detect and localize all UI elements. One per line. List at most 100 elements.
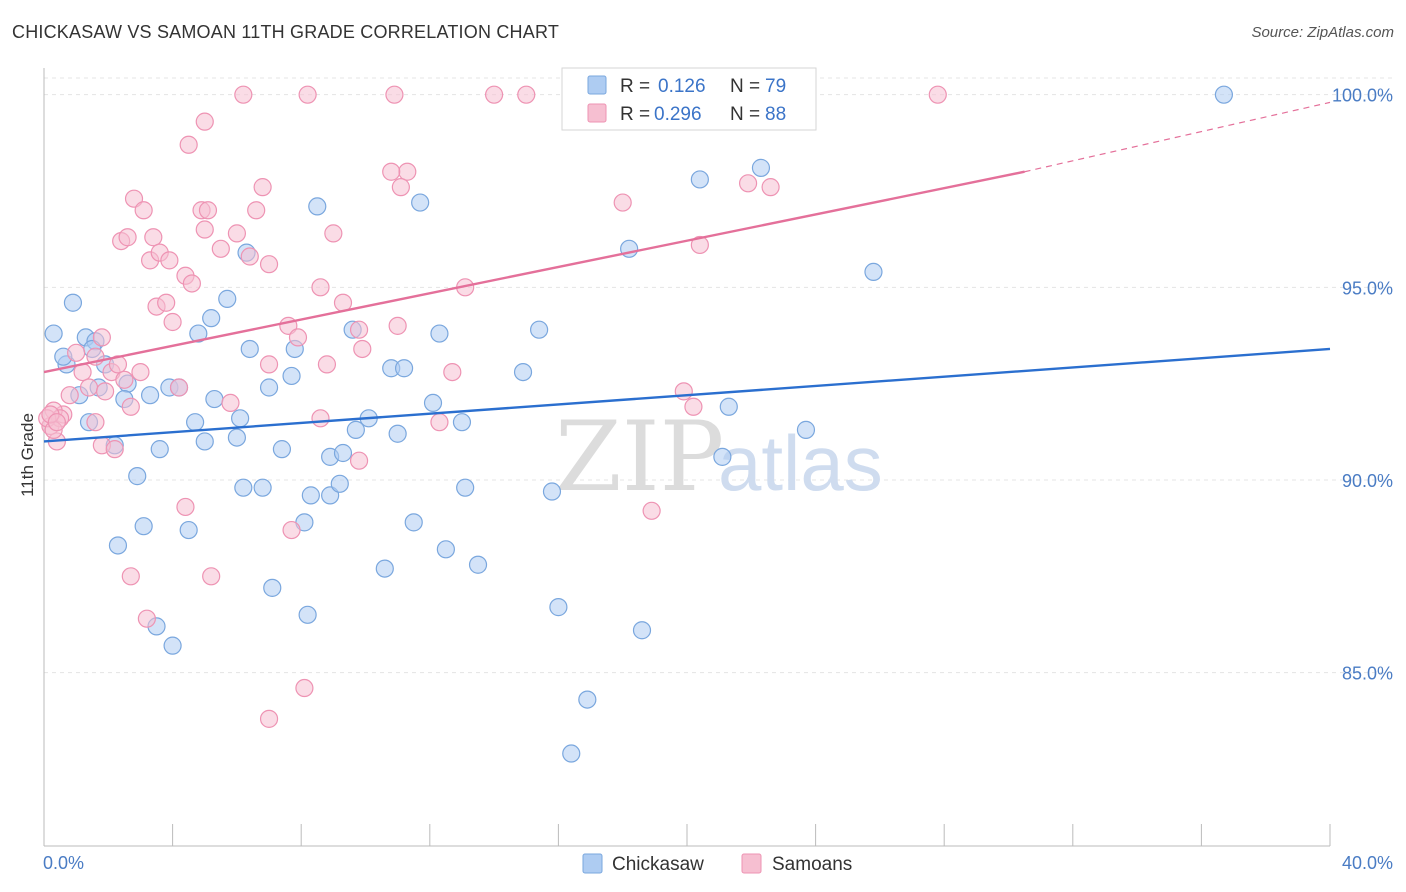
samoans-point bbox=[311, 409, 330, 428]
axes bbox=[43, 68, 1331, 847]
chickasaw-trend-line bbox=[43, 347, 1331, 443]
samoans-point bbox=[234, 85, 253, 104]
legend-n-label-chickasaw: N = bbox=[730, 76, 760, 97]
chickasaw-point bbox=[562, 744, 581, 763]
bottom-legend-label-samoans: Samoans bbox=[772, 854, 852, 875]
chickasaw-point bbox=[713, 447, 732, 466]
chickasaw-point bbox=[44, 324, 63, 343]
samoans-point bbox=[79, 378, 99, 397]
samoans-point bbox=[385, 85, 404, 104]
chickasaw-point bbox=[375, 559, 394, 578]
chickasaw-point bbox=[202, 309, 221, 328]
source-label: Source: ZipAtlas.com bbox=[1251, 24, 1394, 41]
chickasaw-point bbox=[227, 428, 246, 447]
chickasaw-point bbox=[179, 520, 198, 540]
chickasaw-point bbox=[218, 289, 237, 308]
chickasaw-point bbox=[346, 420, 365, 439]
chickasaw-point bbox=[549, 598, 568, 617]
chickasaw-point bbox=[195, 432, 214, 451]
samoans-point bbox=[443, 362, 462, 382]
chart-title: CHICKASAW VS SAMOAN 11TH GRADE CORRELATI… bbox=[12, 22, 560, 42]
y-tick-label: 90.0% bbox=[1342, 471, 1393, 491]
samoans-point bbox=[295, 678, 314, 698]
chickasaw-point bbox=[330, 474, 349, 493]
legend-r-label-chickasaw: R = bbox=[620, 76, 650, 97]
samoans-point bbox=[282, 520, 301, 540]
y-tick-label: 85.0% bbox=[1342, 664, 1393, 684]
chickasaw-point bbox=[796, 420, 816, 439]
samoans-point bbox=[382, 162, 401, 181]
samoans-point bbox=[121, 397, 140, 416]
samoans-point bbox=[67, 343, 86, 362]
samoans-point bbox=[391, 178, 410, 197]
chickasaw-point bbox=[456, 478, 475, 497]
chickasaw-point bbox=[205, 389, 224, 409]
watermark-zip: ZIP bbox=[555, 401, 724, 513]
samoans-point bbox=[253, 178, 272, 197]
samoans-point bbox=[259, 709, 279, 728]
chickasaw-point bbox=[394, 359, 414, 378]
chickasaw-point bbox=[301, 486, 320, 505]
chickasaw-point bbox=[632, 621, 652, 640]
chickasaw-point bbox=[282, 366, 301, 386]
chickasaw-point bbox=[411, 193, 430, 212]
legend-r-value-chickasaw: 0.126 bbox=[658, 76, 706, 97]
x-tick-label-min: 0.0% bbox=[43, 853, 84, 873]
y-tick-label: 100.0% bbox=[1332, 86, 1393, 106]
chickasaw-point bbox=[468, 555, 488, 574]
samoans-point bbox=[157, 293, 176, 312]
chickasaw-point bbox=[530, 320, 549, 339]
chickasaw-point bbox=[388, 424, 407, 443]
trend-lines bbox=[43, 101, 1331, 443]
chickasaw-point bbox=[240, 339, 259, 359]
chickasaw-point bbox=[134, 517, 153, 536]
samoans-point bbox=[131, 362, 150, 382]
legend-swatch-samoans bbox=[587, 103, 607, 123]
chickasaw-point bbox=[430, 324, 449, 343]
samoans-point bbox=[118, 228, 137, 247]
samoans-point bbox=[324, 224, 343, 243]
samoans-point bbox=[259, 355, 279, 374]
legend-n-value-chickasaw: 79 bbox=[765, 76, 786, 97]
legend-swatch-chickasaw bbox=[587, 75, 607, 95]
samoans-point bbox=[349, 320, 369, 339]
samoans-point bbox=[485, 85, 504, 104]
samoans-point bbox=[388, 316, 407, 335]
samoans-point bbox=[179, 135, 198, 154]
samoans-point bbox=[198, 201, 218, 220]
samoans-point bbox=[195, 112, 214, 131]
samoans-point bbox=[298, 85, 317, 104]
samoans-points bbox=[38, 85, 947, 728]
chickasaw-points bbox=[44, 85, 1234, 763]
legend-n-label-samoans: N = bbox=[730, 104, 760, 125]
chickasaw-point bbox=[436, 540, 455, 559]
samoans-point bbox=[95, 382, 115, 401]
y-tick-labels: 85.0% 90.0% 95.0% 100.0% bbox=[1332, 86, 1393, 684]
samoans-point bbox=[105, 440, 124, 459]
bottom-legend-swatch-chickasaw bbox=[582, 853, 603, 874]
legend: R = 0.126 N = 79 R = 0.296 N = 88 bbox=[561, 67, 817, 131]
chickasaw-point bbox=[234, 478, 253, 497]
chickasaw-point bbox=[231, 409, 250, 428]
samoans-point bbox=[311, 278, 330, 297]
samoans-point bbox=[613, 193, 632, 212]
samoans-point bbox=[202, 567, 221, 586]
chickasaw-point bbox=[150, 440, 169, 459]
samoans-point bbox=[134, 201, 153, 220]
bottom-legend-swatch-samoans bbox=[741, 853, 762, 874]
chickasaw-point bbox=[163, 636, 182, 655]
samoans-point bbox=[517, 85, 536, 104]
chickasaw-point bbox=[108, 536, 128, 555]
samoans-point bbox=[169, 378, 189, 397]
grid-lines bbox=[44, 77, 1392, 674]
chickasaw-point bbox=[189, 324, 208, 343]
samoans-point bbox=[221, 393, 240, 413]
chickasaw-point bbox=[186, 413, 205, 432]
samoans-point bbox=[349, 451, 369, 470]
samoans-point bbox=[176, 497, 195, 517]
chickasaw-point bbox=[308, 197, 327, 216]
chickasaw-point bbox=[1214, 85, 1234, 104]
bottom-legend: Chickasaw Samoans bbox=[582, 853, 852, 875]
samoans-point bbox=[144, 228, 163, 247]
